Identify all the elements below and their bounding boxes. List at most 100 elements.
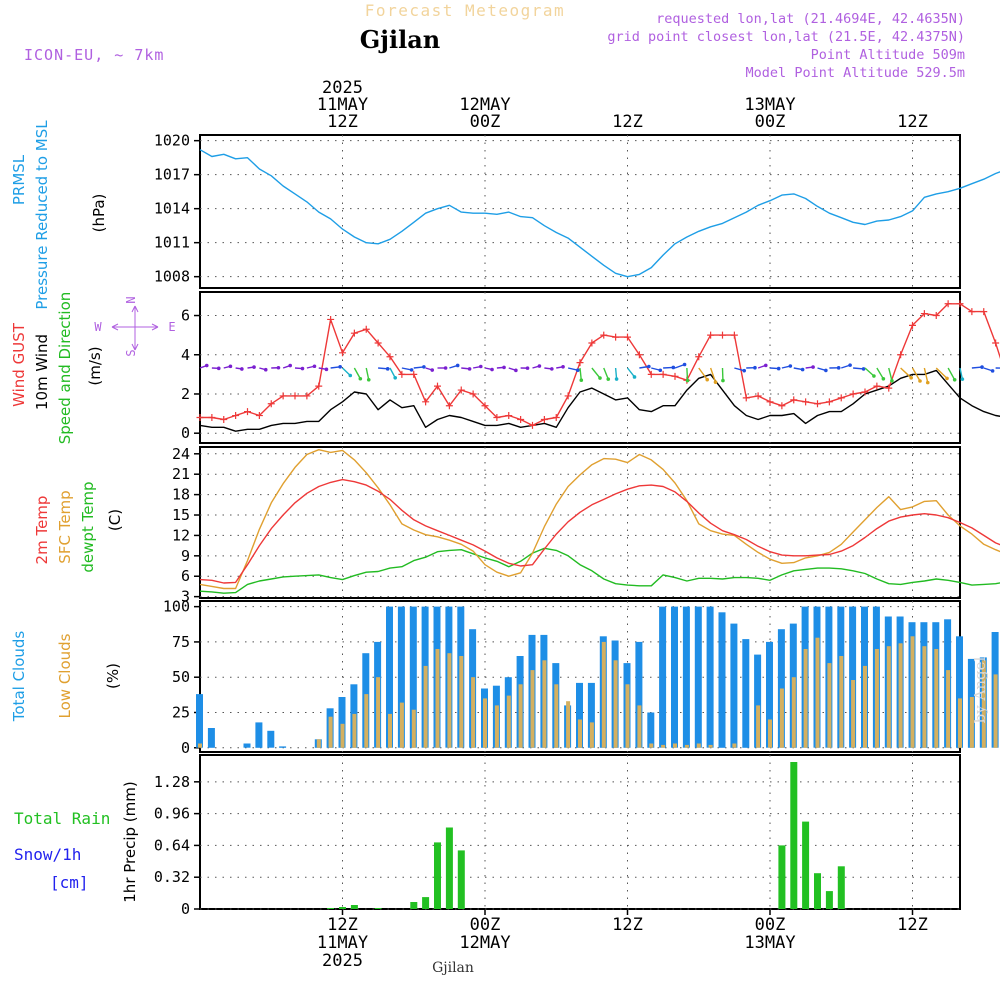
total-clouds-bar	[730, 623, 738, 748]
wind-speed-line	[199, 369, 1000, 432]
wind-direction-arrow	[935, 367, 948, 379]
wind-direction-arrowhead	[685, 378, 690, 383]
wind-label-direction: Speed and Direction	[56, 292, 74, 445]
wind-direction-arrowhead	[537, 364, 542, 368]
chart-title: Forecast Meteogram	[365, 1, 565, 20]
wind-direction-arrowhead	[713, 380, 718, 384]
rain-bar	[327, 908, 335, 909]
low-clouds-bar	[791, 677, 796, 748]
temp-label-sfc: SFC Temp	[56, 490, 74, 563]
low-clouds-bar	[696, 743, 701, 748]
wind-direction-arrowhead	[288, 363, 293, 368]
wind-gust-marker	[814, 400, 821, 408]
total-clouds-bar	[279, 746, 287, 748]
low-clouds-bar	[637, 705, 642, 748]
low-clouds-bar	[673, 743, 677, 748]
wind-direction-arrowhead	[881, 377, 886, 381]
wind-gust-marker	[778, 402, 786, 410]
wind-gust-marker	[719, 331, 726, 339]
wind-gust-marker	[909, 321, 916, 329]
wind-direction-arrowhead	[467, 367, 472, 371]
low-clouds-bar	[399, 702, 404, 748]
low-clouds-bar	[471, 677, 476, 748]
low-clouds-bar	[364, 694, 369, 748]
precip-panel: 0 0.32 0.64 0.96 1.28 1hr Precip (mm) Total Ra…	[14, 754, 961, 918]
wind-gust-marker	[671, 372, 679, 380]
low-clouds-bar	[506, 695, 511, 748]
compass-east: E	[168, 320, 175, 334]
compass-rose-icon	[111, 305, 159, 351]
wind-direction-arrowhead	[742, 368, 747, 373]
low-clouds-bar	[969, 697, 974, 748]
low-clouds-bar	[447, 653, 452, 748]
wind-direction-arrowhead	[561, 365, 565, 369]
wind-gust-marker	[457, 386, 465, 394]
wind-direction-arrowhead	[385, 367, 390, 371]
wind-gust-marker	[600, 331, 608, 339]
wind-direction-arrowhead	[240, 367, 244, 371]
low-clouds-bar	[578, 719, 582, 748]
low-clouds-bar	[768, 719, 772, 748]
wind-gust-marker	[742, 394, 750, 402]
low-clouds-bar	[946, 670, 951, 748]
wind-gust-marker	[517, 415, 525, 423]
wind-direction-arrowhead	[800, 367, 805, 372]
wind-gust-marker	[897, 351, 905, 359]
low-clouds-bar	[863, 665, 867, 748]
temp-tick-label: 18	[172, 486, 190, 504]
wind-direction-arrowhead	[890, 379, 894, 383]
wind-gust-marker	[220, 415, 228, 423]
rain-bar	[422, 897, 430, 909]
rain-bar	[778, 845, 786, 909]
wind-direction-arrowhead	[358, 376, 363, 381]
top-time-label: 12Z	[612, 112, 643, 132]
low-clouds-bar	[981, 660, 986, 748]
low-clouds-bar	[198, 743, 202, 748]
wind-gust-marker	[766, 398, 774, 406]
wind-direction-arrow	[959, 367, 964, 380]
bottom-time-label: 00Z	[470, 915, 501, 935]
wind-gust-marker	[350, 329, 358, 337]
total-clouds-bar	[397, 606, 405, 748]
bottom-time-label: 12MAY	[459, 933, 510, 953]
total-clouds-bar	[267, 730, 275, 748]
total-clouds-bar	[386, 606, 393, 748]
wind-gust-marker	[505, 412, 513, 420]
pressure-panel: 1008 1011 1014 1017 1020 PRMSL Pressure Reduce…	[10, 120, 1000, 310]
wind-panel: 0 2 4 6 Wind GUST 10m Wind Speed and Direction…	[10, 291, 1000, 445]
temp-label-dewpt: dewpt Temp	[79, 481, 97, 572]
low-clouds-bar	[922, 646, 927, 748]
wind-direction-arrowhead	[338, 365, 342, 369]
bottom-time-label: 11MAY	[317, 933, 368, 953]
wind-direction-arrowhead	[960, 377, 965, 381]
rain-bar	[790, 762, 798, 909]
wind-direction-arrowhead	[443, 366, 448, 370]
low-clouds-bar	[340, 723, 345, 748]
precip-tick-label: 0.64	[154, 836, 190, 854]
wind-direction-arrowhead	[422, 365, 426, 369]
bottom-time-axis: 12Z11MAY202500Z12MAY12Z00Z13MAY12Z00Z14M…	[317, 909, 928, 971]
top-time-label: 00Z	[755, 112, 786, 132]
rain-bar	[814, 873, 821, 909]
top-time-axis: 202511MAY12Z12MAY00Z12Z13MAY00Z12Z14MAY0…	[317, 78, 928, 132]
wind-gust-marker	[790, 396, 798, 404]
precip-tick-label: 1.28	[154, 773, 190, 791]
clouds-unit: (%)	[104, 663, 122, 689]
low-clouds-bar	[388, 713, 392, 748]
wind-gust-marker	[255, 412, 263, 420]
wind-gust-marker	[849, 390, 857, 398]
wind-tick-label: 2	[181, 385, 190, 403]
low-clouds-bar	[316, 739, 321, 748]
wind-gust-marker	[647, 370, 655, 378]
wind-gust-marker	[944, 300, 952, 308]
wind-direction-arrowhead	[312, 364, 317, 369]
rain-bar	[825, 891, 833, 909]
wind-gust-marker	[837, 394, 845, 402]
bottom-time-label: 13MAY	[744, 933, 795, 953]
wind-direction-arrowhead	[455, 363, 460, 368]
pressure-tick-label: 1017	[154, 166, 190, 184]
wind-direction-arrowhead	[658, 368, 663, 373]
wind-direction-arrow	[876, 367, 884, 380]
wind-direction-arrowhead	[682, 362, 687, 367]
total-clouds-bar	[718, 612, 726, 748]
